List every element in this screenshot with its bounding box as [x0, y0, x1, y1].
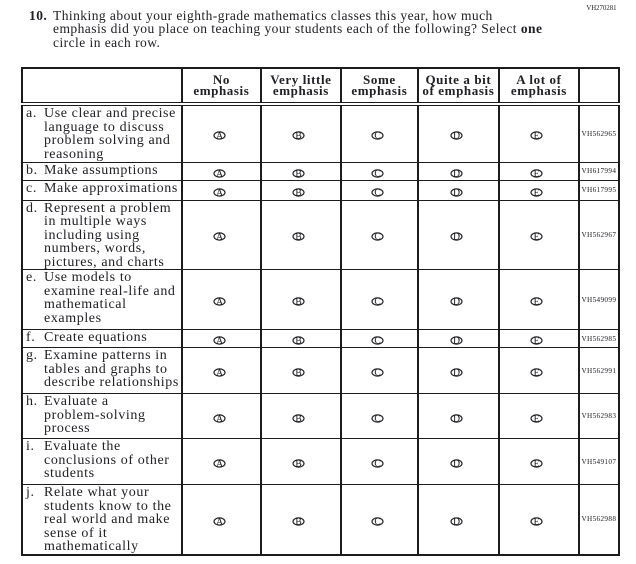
svg-text:C: C: [374, 369, 380, 377]
svg-text:B: B: [296, 369, 302, 377]
svg-text:E: E: [534, 369, 540, 377]
svg-text:C: C: [374, 132, 380, 140]
svg-text:D: D: [453, 169, 460, 177]
svg-text:E: E: [534, 188, 540, 196]
svg-text:B: B: [296, 460, 302, 468]
svg-text:A: A: [216, 169, 223, 177]
svg-text:A: A: [216, 188, 223, 196]
svg-text:E: E: [534, 169, 540, 177]
svg-text:B: B: [296, 188, 302, 196]
svg-text:E: E: [534, 517, 540, 525]
svg-text:A: A: [216, 337, 223, 345]
svg-text:C: C: [374, 169, 380, 177]
svg-text:A: A: [216, 414, 223, 422]
svg-text:D: D: [453, 337, 460, 345]
svg-text:A: A: [216, 369, 223, 377]
svg-text:D: D: [453, 369, 460, 377]
svg-text:A: A: [216, 132, 223, 140]
svg-text:E: E: [534, 132, 540, 140]
svg-text:C: C: [374, 337, 380, 345]
svg-text:A: A: [216, 517, 223, 525]
svg-text:C: C: [374, 233, 380, 241]
svg-text:B: B: [296, 132, 302, 140]
svg-text:E: E: [534, 460, 540, 468]
svg-text:A: A: [216, 298, 223, 306]
svg-text:E: E: [534, 414, 540, 422]
svg-text:C: C: [374, 460, 380, 468]
svg-text:D: D: [453, 298, 460, 306]
svg-text:C: C: [374, 188, 380, 196]
svg-text:E: E: [534, 337, 540, 345]
svg-text:C: C: [374, 298, 380, 306]
svg-text:D: D: [453, 188, 460, 196]
svg-text:B: B: [296, 337, 302, 345]
svg-text:C: C: [374, 517, 380, 525]
svg-text:D: D: [453, 414, 460, 422]
svg-text:E: E: [534, 298, 540, 306]
svg-text:E: E: [534, 233, 540, 241]
svg-text:B: B: [296, 414, 302, 422]
svg-text:B: B: [296, 233, 302, 241]
svg-text:A: A: [216, 460, 223, 468]
svg-text:C: C: [374, 414, 380, 422]
svg-text:D: D: [453, 460, 460, 468]
svg-text:D: D: [453, 517, 460, 525]
svg-text:D: D: [453, 233, 460, 241]
svg-text:A: A: [216, 233, 223, 241]
svg-text:B: B: [296, 298, 302, 306]
svg-text:B: B: [296, 169, 302, 177]
svg-text:B: B: [296, 517, 302, 525]
svg-text:D: D: [453, 132, 460, 140]
